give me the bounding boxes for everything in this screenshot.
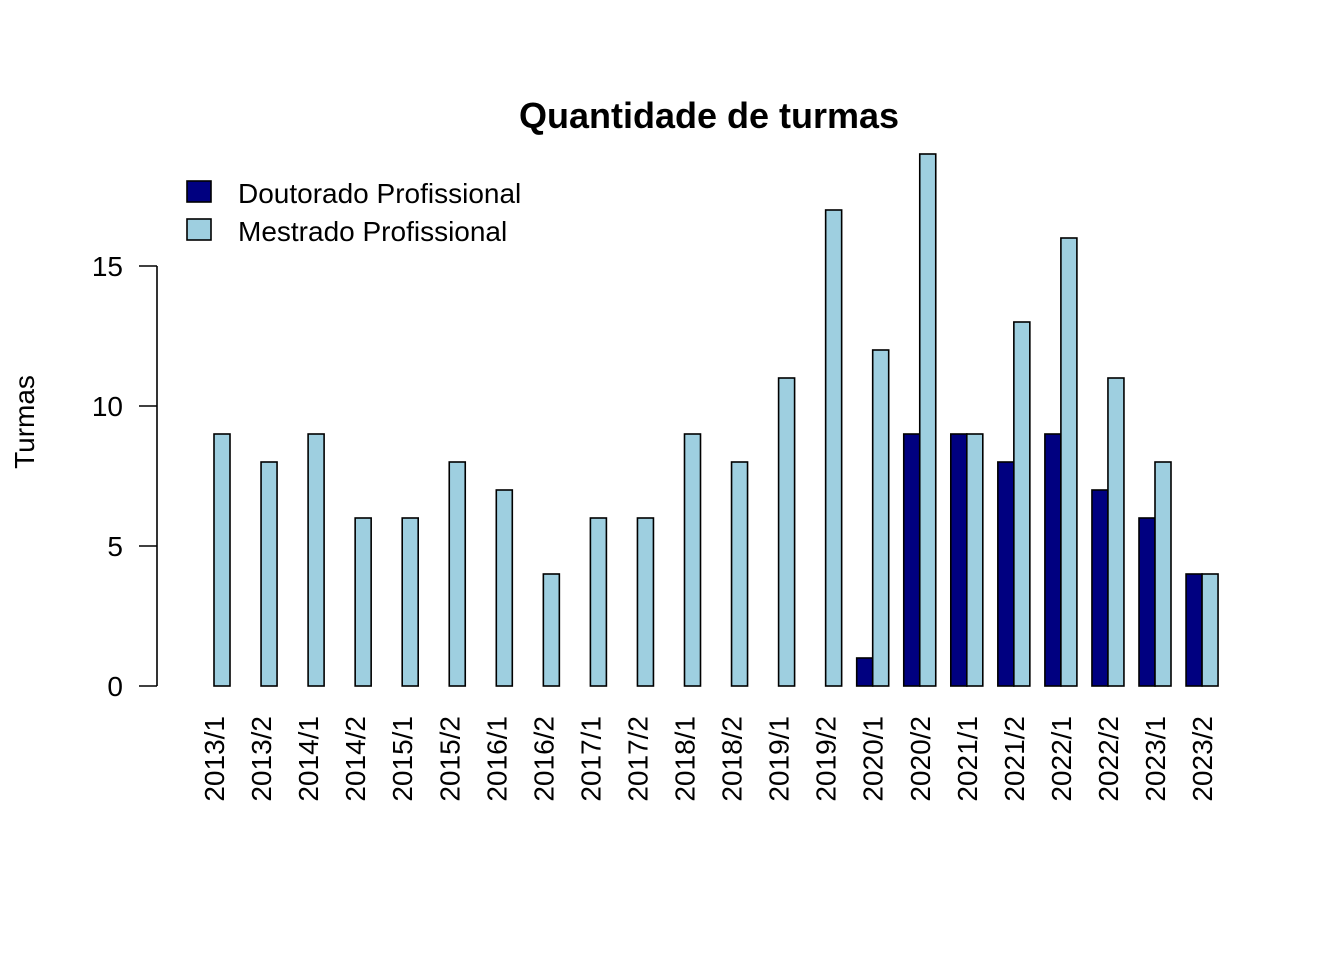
x-tick-label: 2016/1 (481, 716, 512, 802)
bar-doutorado-2023-2 (1185, 573, 1203, 687)
x-tick-label: 2020/2 (905, 716, 936, 802)
x-tick-labels: 2013/1 2013/2 2014/1 2014/2 2015/1 2015/2 2016… (199, 716, 1218, 802)
bar-mestrado-2021-1 (965, 433, 984, 687)
y-tick-label: 15 (92, 251, 123, 282)
bar-mestrado-2022-1 (1060, 237, 1078, 687)
bar-mestrado-2015-1 (401, 517, 420, 687)
x-tick-label: 2019/2 (811, 716, 842, 802)
bar-mestrado-2021-2 (1013, 321, 1031, 687)
bar-doutorado-2021-1 (949, 433, 968, 687)
x-tick-label: 2023/1 (1140, 716, 1171, 802)
x-tick-label: 2021/2 (999, 716, 1030, 802)
bars-group (213, 153, 1219, 687)
x-tick-label: 2017/1 (575, 716, 606, 802)
bar-mestrado-2015-2 (448, 461, 467, 687)
chart-title: Quantidade de turmas (519, 95, 899, 136)
x-tick-label: 2013/1 (199, 716, 230, 802)
bar-doutorado-2021-2 (997, 461, 1015, 687)
bar-mestrado-2016-2 (542, 573, 561, 687)
bar-doutorado-2020-2 (902, 433, 921, 687)
bar-mestrado-2013-1 (213, 433, 231, 687)
bar-mestrado-2019-2 (824, 209, 843, 687)
bar-mestrado-2019-1 (777, 377, 796, 687)
x-tick-label: 2021/1 (952, 716, 983, 802)
y-axis: 0 5 10 15 (92, 251, 158, 702)
x-tick-label: 2015/2 (434, 716, 465, 802)
y-tick-label: 0 (107, 671, 123, 702)
bar-doutorado-2023-1 (1138, 517, 1156, 687)
x-tick-label: 2015/1 (387, 716, 418, 802)
bar-mestrado-2018-1 (683, 433, 702, 687)
x-tick-label: 2016/2 (528, 716, 559, 802)
y-tick-label: 10 (92, 391, 123, 422)
bar-mestrado-2020-1 (871, 349, 890, 687)
bar-mestrado-2014-2 (354, 517, 372, 687)
bar-mestrado-2020-2 (918, 153, 937, 687)
bar-doutorado-2020-1 (855, 657, 874, 687)
y-tick-label: 5 (107, 531, 123, 562)
bar-mestrado-2014-1 (307, 433, 325, 687)
x-tick-label: 2019/1 (764, 716, 795, 802)
x-tick-label: 2018/1 (670, 716, 701, 802)
legend-label-doutorado: Doutorado Profissional (238, 178, 521, 209)
legend-swatch-mestrado (186, 218, 212, 241)
x-tick-label: 2022/2 (1093, 716, 1124, 802)
bar-mestrado-2013-2 (260, 461, 278, 687)
legend-label-mestrado: Mestrado Profissional (238, 216, 507, 247)
legend-swatch-doutorado (186, 180, 212, 203)
legend: Doutorado Profissional Mestrado Profissi… (186, 178, 521, 247)
bar-doutorado-2022-2 (1091, 489, 1109, 687)
bar-mestrado-2022-2 (1107, 377, 1125, 687)
bar-mestrado-2018-2 (730, 461, 749, 687)
x-tick-label: 2022/1 (1046, 716, 1077, 802)
bar-doutorado-2022-1 (1044, 433, 1062, 687)
bar-mestrado-2017-1 (589, 517, 608, 687)
bar-mestrado-2023-1 (1154, 461, 1172, 687)
x-tick-label: 2017/2 (622, 716, 653, 802)
bar-mestrado-2023-2 (1201, 573, 1219, 687)
x-tick-label: 2013/2 (246, 716, 277, 802)
y-axis-label: Turmas (9, 375, 40, 469)
x-tick-label: 2018/2 (717, 716, 748, 802)
x-tick-label: 2014/1 (293, 716, 324, 802)
x-tick-label: 2020/1 (858, 716, 889, 802)
bar-mestrado-2017-2 (636, 517, 655, 687)
bar-mestrado-2016-1 (495, 489, 514, 687)
x-tick-label: 2014/2 (340, 716, 371, 802)
x-tick-label: 2023/2 (1187, 716, 1218, 802)
